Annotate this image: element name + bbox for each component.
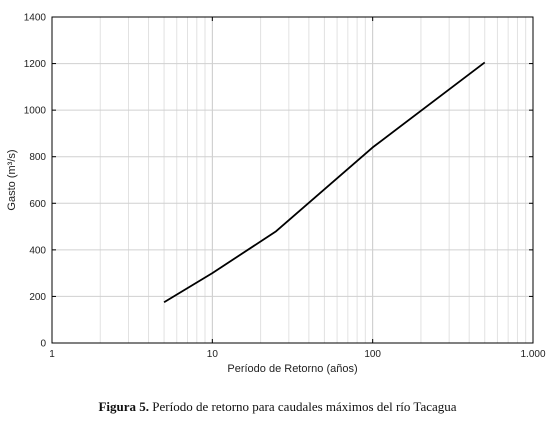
y-tick-label: 200 — [29, 292, 46, 303]
y-tick-label: 400 — [29, 245, 46, 256]
y-tick-label: 0 — [40, 339, 46, 350]
x-tick-label: 100 — [364, 349, 381, 360]
y-tick-label: 1000 — [24, 106, 47, 117]
y-tick-label: 1200 — [24, 59, 47, 70]
x-axis-label: Período de Retorno (años) — [227, 363, 357, 375]
plot-frame — [51, 16, 534, 344]
ticks: 0 200 400 600 800 1000 1200 1400 1 10 100 1.000 — [24, 13, 546, 361]
figure-caption: Figura 5. Período de retorno para caudal… — [0, 399, 555, 415]
series — [163, 61, 486, 304]
caption-text: Período de retorno para caudales máximos… — [149, 399, 457, 414]
series-line — [163, 61, 486, 304]
x-tick-label: 1 — [49, 349, 55, 360]
y-tick-label: 800 — [29, 152, 46, 163]
caption-label: Figura 5. — [98, 399, 150, 414]
chart: 0 200 400 600 800 1000 1200 1400 1 10 100 1.000 Per… — [6, 13, 546, 376]
x-tick-label: 1.000 — [520, 349, 545, 360]
grid — [52, 17, 533, 343]
y-tick-label: 600 — [29, 199, 46, 210]
x-tick-label: 10 — [207, 349, 219, 360]
y-tick-label: 1400 — [24, 13, 47, 24]
y-axis-label: Gasto (m³/s) — [6, 149, 18, 210]
